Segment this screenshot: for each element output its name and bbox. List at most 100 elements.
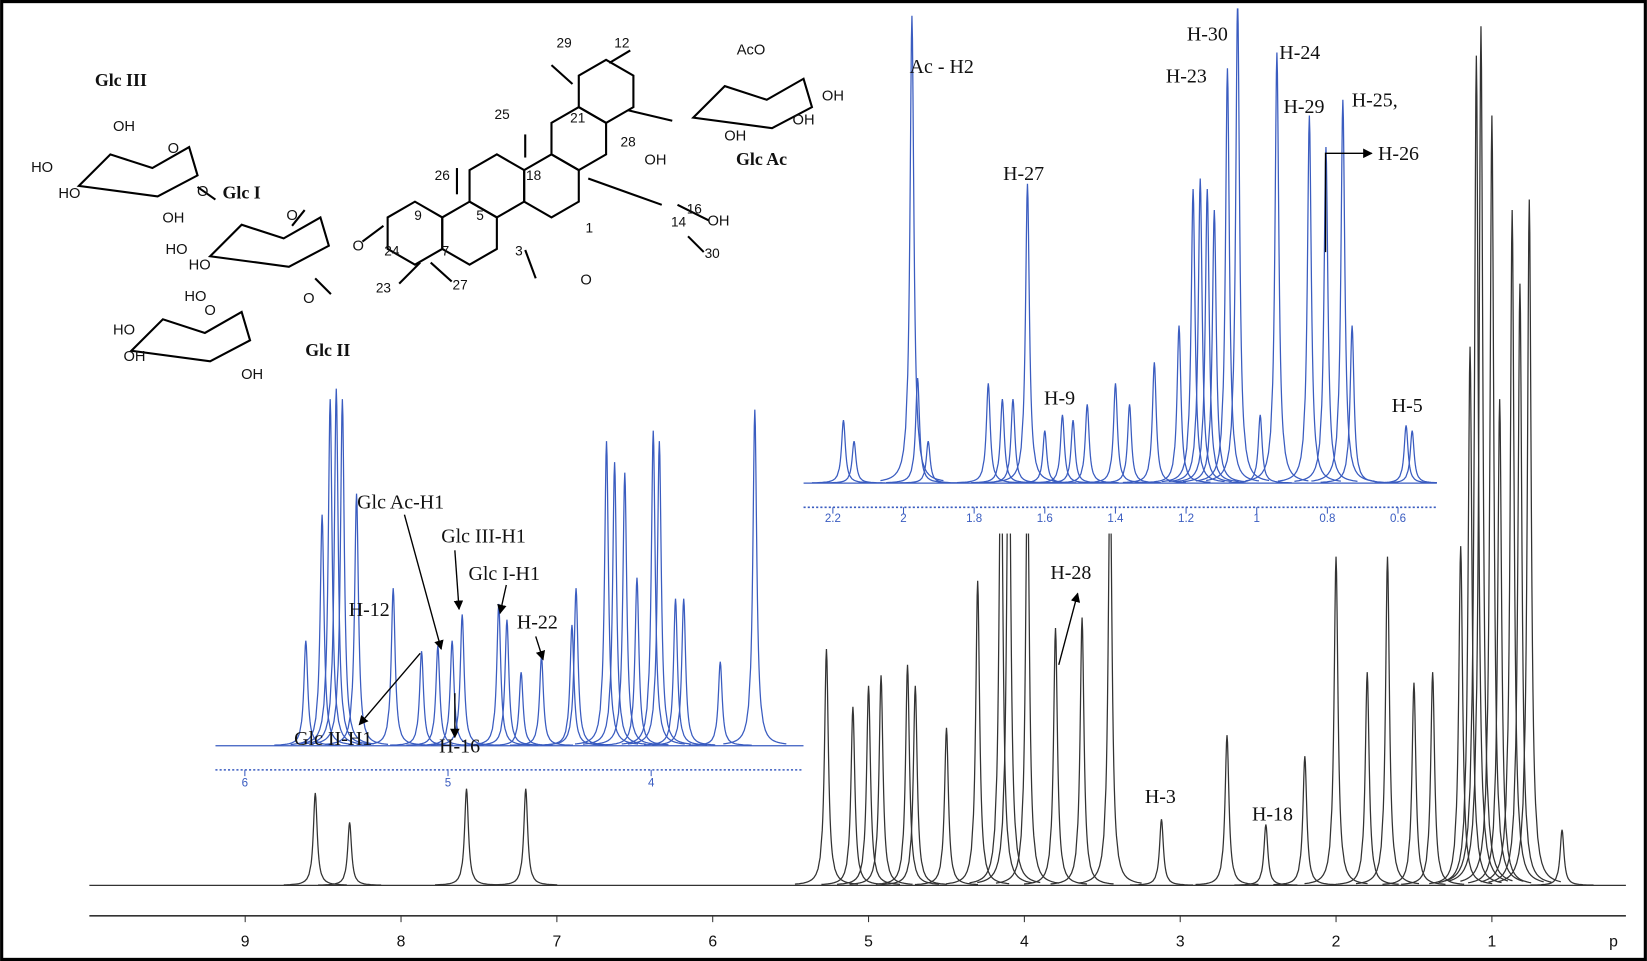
peak-label: H-24 <box>1279 42 1320 64</box>
bond <box>677 203 710 222</box>
structure-label: OH <box>822 89 844 105</box>
structure-label: 27 <box>453 277 468 292</box>
structure-label: O <box>286 208 297 224</box>
inset-methyl-region: 2.2 2 1.8 1.6 1.4 1.2 1 0.8 0.6 <box>798 8 1442 534</box>
peak-label: H-30 <box>1187 23 1228 45</box>
peak-label: H-9 <box>1044 388 1075 410</box>
peak <box>1228 414 1292 484</box>
structure-label: AcO <box>737 42 766 58</box>
peak-label: H-23 <box>1166 65 1207 87</box>
peak <box>582 462 647 745</box>
peak <box>1444 55 1509 882</box>
peak-label: H-25, <box>1352 89 1398 111</box>
peak <box>489 672 553 746</box>
peaks <box>215 388 804 747</box>
structure-label: 23 <box>376 280 391 295</box>
peak <box>574 441 639 745</box>
peak <box>298 399 362 745</box>
peak-label: Ac - H2 <box>910 56 974 78</box>
structure-label: OH <box>124 349 146 365</box>
peak <box>593 472 657 745</box>
bond <box>587 177 663 206</box>
peak <box>1497 199 1561 883</box>
peak <box>304 388 368 745</box>
structure-label: 26 <box>435 168 450 183</box>
x-tick-label: 5 <box>864 933 873 950</box>
peak <box>1380 430 1437 484</box>
structure-label: HO <box>31 160 53 176</box>
peak <box>1273 756 1337 886</box>
structure-label: 28 <box>621 134 636 149</box>
peak <box>1206 8 1270 482</box>
peak <box>914 727 979 886</box>
peak <box>1480 210 1544 883</box>
structure-label: 7 <box>442 244 450 259</box>
peak-label: H-16 <box>439 735 480 757</box>
x-axis-title: p <box>1609 933 1618 950</box>
peak <box>794 649 859 885</box>
structure-label: O <box>580 272 591 288</box>
peak <box>1195 735 1259 886</box>
peak <box>822 440 886 484</box>
peaks <box>803 8 1437 484</box>
peak <box>946 580 1010 885</box>
peak <box>318 822 382 886</box>
bond <box>196 186 216 201</box>
structure-label: 9 <box>414 208 422 223</box>
bond <box>627 109 673 122</box>
peak <box>494 788 558 886</box>
peak <box>1438 346 1502 884</box>
structure-label: O <box>303 291 314 307</box>
x-tick-label: 7 <box>552 933 561 950</box>
structure-label: HO <box>184 289 206 305</box>
structure-label: Glc II <box>305 340 350 360</box>
peak <box>621 430 685 745</box>
sugar-ring <box>76 145 199 198</box>
bond <box>524 249 537 279</box>
structure-label: 12 <box>614 36 629 51</box>
x-tick-label: 6 <box>242 778 248 790</box>
peak <box>274 640 338 746</box>
peak <box>1401 672 1465 885</box>
structure-label: HO <box>189 258 211 274</box>
structure-label: Glc I <box>223 182 261 202</box>
peak-label: H-26 <box>1378 143 1419 165</box>
bond <box>361 224 385 243</box>
peak <box>1382 682 1446 885</box>
x-tick-label: 2 <box>900 513 906 525</box>
structure-label: HO <box>113 323 135 339</box>
peak <box>430 614 494 746</box>
structure-label: O <box>168 141 179 157</box>
arrows <box>358 148 1373 739</box>
structure-label: 3 <box>515 244 523 259</box>
peak-label: H-12 <box>349 599 390 621</box>
bond <box>398 261 421 285</box>
peak <box>1429 546 1493 885</box>
structure-label: 21 <box>570 110 585 125</box>
peak <box>1195 68 1260 482</box>
peak <box>406 645 470 746</box>
peak <box>970 399 1034 484</box>
peak-label: Glc II-H1 <box>294 728 372 750</box>
structure-label: 14 <box>671 214 687 229</box>
x-tick-label: 4 <box>1020 933 1029 950</box>
structure-label: O <box>353 239 364 255</box>
peak <box>723 409 787 745</box>
structure-label: 25 <box>495 107 511 122</box>
peak <box>1335 672 1399 885</box>
peak <box>995 183 1060 483</box>
peak <box>290 514 354 746</box>
ring <box>577 58 635 125</box>
peak <box>605 577 669 746</box>
peak <box>420 640 484 746</box>
peak <box>821 706 885 886</box>
peak-label: H-18 <box>1252 804 1293 826</box>
x-tick-label: 1 <box>1254 513 1260 525</box>
bond <box>608 49 631 64</box>
peak <box>836 685 901 885</box>
peak-label: H-22 <box>517 611 558 633</box>
peak <box>1175 189 1239 483</box>
peak <box>1311 99 1375 482</box>
structure-label: HO <box>166 242 188 258</box>
